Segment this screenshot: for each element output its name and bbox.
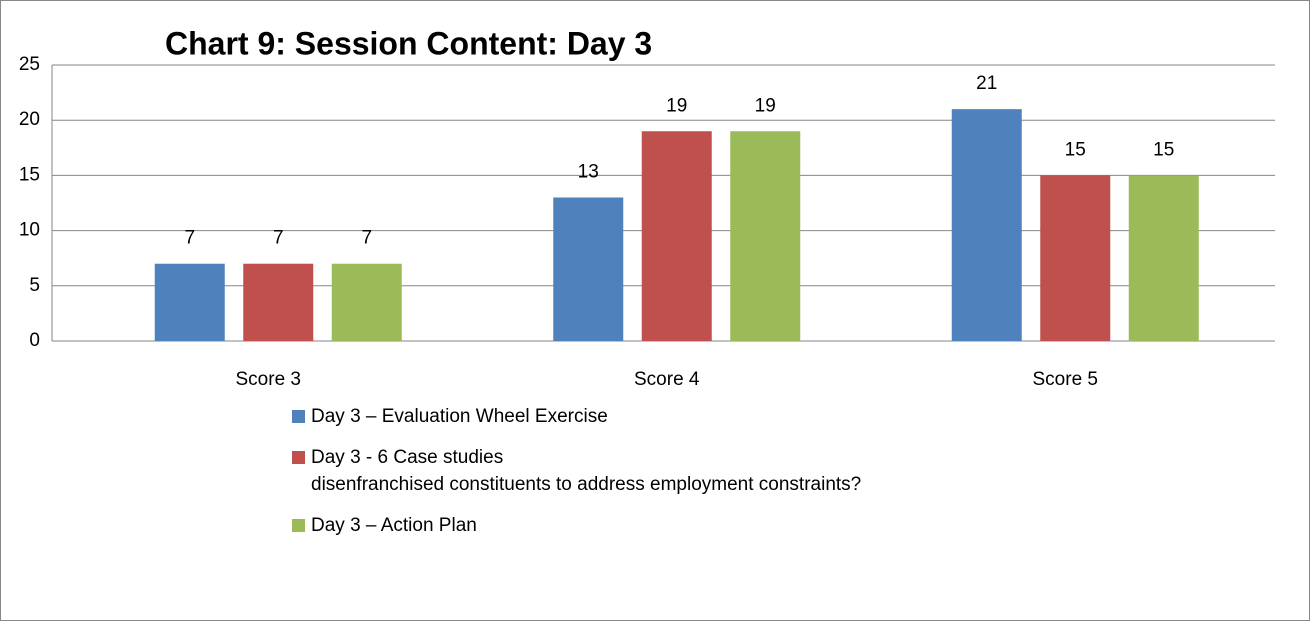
bar: [331, 263, 402, 341]
bar: [1040, 175, 1111, 341]
legend-swatch: [292, 519, 305, 532]
data-label: 7: [361, 228, 372, 249]
bar: [730, 131, 801, 341]
bar: [243, 263, 314, 341]
legend-swatch: [292, 451, 305, 464]
legend-swatch: [292, 410, 305, 423]
data-label: 19: [755, 95, 776, 116]
data-label: 15: [1065, 139, 1086, 160]
data-label: 19: [666, 95, 687, 116]
data-label: 15: [1153, 139, 1174, 160]
legend-label: Day 3 – Evaluation Wheel Exercise: [311, 406, 608, 427]
y-tick-label: 25: [19, 54, 40, 75]
data-label: 13: [578, 161, 599, 182]
bar: [641, 131, 712, 341]
legend-label: Day 3 - 6 Case studies disenfranchised c…: [311, 447, 862, 495]
x-tick-label: Score 3: [236, 369, 301, 390]
y-tick-label: 10: [19, 220, 40, 241]
legend-label: Day 3 – Action Plan: [311, 515, 477, 536]
data-label: 7: [184, 228, 195, 249]
legend-entry: Day 3 – Evaluation Wheel Exercise: [292, 405, 861, 430]
y-tick-label: 20: [19, 109, 40, 130]
legend-entry: Day 3 – Action Plan: [292, 514, 861, 539]
bar: [951, 109, 1022, 341]
chart-title: Chart 9: Session Content: Day 3: [165, 25, 652, 61]
legend: Day 3 – Evaluation Wheel Exercise Day 3 -…: [292, 405, 861, 555]
x-tick-label: Score 5: [1033, 369, 1098, 390]
y-tick-label: 0: [29, 330, 40, 351]
bar: [1128, 175, 1199, 341]
bar: [154, 263, 225, 341]
y-tick-label: 15: [19, 164, 40, 185]
x-tick-label: Score 4: [634, 369, 700, 390]
legend-entry: Day 3 - 6 Case studies disenfranchised c…: [292, 446, 861, 498]
bar: [553, 197, 624, 341]
data-label: 21: [976, 73, 997, 94]
y-tick-label: 5: [29, 275, 40, 296]
data-label: 7: [273, 228, 284, 249]
